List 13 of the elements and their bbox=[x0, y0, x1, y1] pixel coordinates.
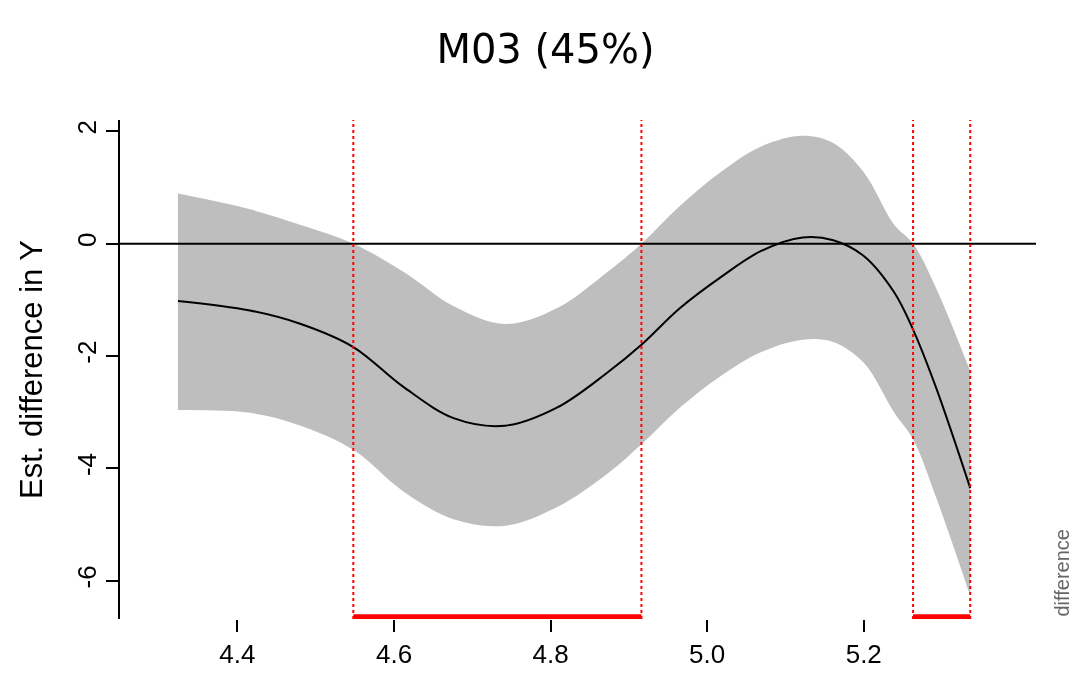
y-tick-label: -6 bbox=[71, 565, 102, 589]
x-tick-label: 4.6 bbox=[375, 639, 413, 670]
chart-title: M03 (45%) bbox=[436, 25, 655, 72]
x-tick-label: 4.8 bbox=[532, 639, 569, 670]
y-tick-label: 0 bbox=[71, 232, 102, 247]
x-tick-label: 5.0 bbox=[689, 639, 726, 670]
y-tick-label: -4 bbox=[71, 452, 102, 477]
x-tick-label: 5.2 bbox=[845, 639, 882, 670]
text: difference bbox=[1050, 529, 1073, 617]
y-tick-label: -2 bbox=[71, 340, 102, 364]
y-tick-label: 2 bbox=[71, 120, 102, 135]
y-axis-title: Est. difference in Y bbox=[13, 239, 49, 500]
x-tick-label: 4.4 bbox=[219, 639, 256, 670]
